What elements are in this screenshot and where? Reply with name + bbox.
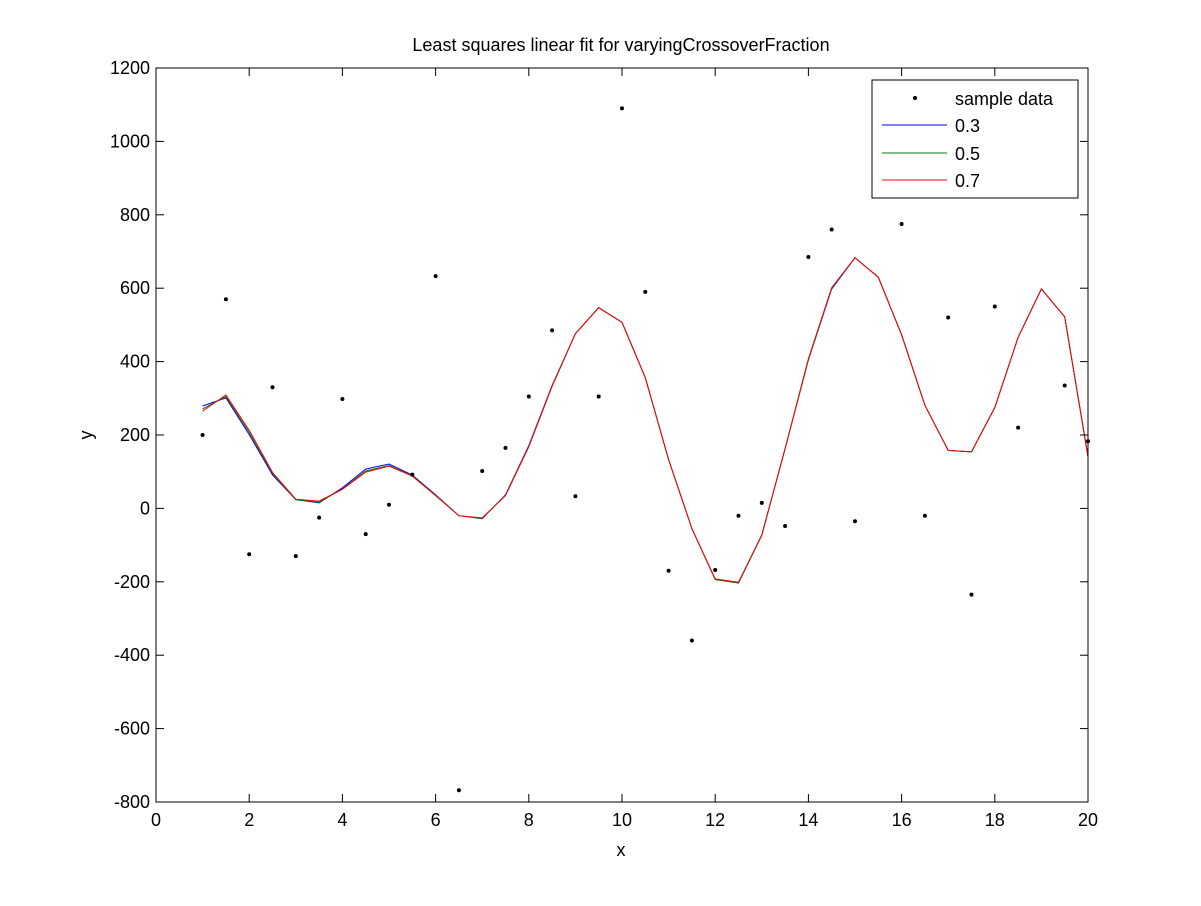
- sample-data-point: [736, 513, 741, 518]
- x-tick-label: 20: [1078, 810, 1098, 830]
- x-tick-label: 14: [798, 810, 818, 830]
- sample-data-point: [503, 445, 508, 450]
- sample-data-point: [1016, 425, 1021, 430]
- sample-data-point: [713, 568, 718, 573]
- y-tick-label: -800: [114, 792, 150, 812]
- y-tick-label: -400: [114, 645, 150, 665]
- x-tick-label: 0: [151, 810, 161, 830]
- sample-data-point: [573, 494, 578, 499]
- x-tick-label: 6: [431, 810, 441, 830]
- y-tick-label: 600: [120, 278, 150, 298]
- sample-data-point: [666, 568, 671, 573]
- legend-label-sample-data: sample data: [955, 89, 1054, 109]
- sample-data-point: [480, 468, 485, 473]
- sample-data-point: [992, 304, 997, 309]
- sample-data-point: [387, 502, 391, 507]
- legend: sample data 0.3 0.5 0.7: [871, 79, 1079, 199]
- y-axis-label: y: [76, 431, 96, 440]
- y-tick-label: 1200: [110, 58, 150, 78]
- y-tick-label: -200: [114, 572, 150, 592]
- y-tick-label: 800: [120, 205, 150, 225]
- y-tick-label: 0: [140, 498, 150, 518]
- sample-data-point: [317, 515, 322, 520]
- y-tick-label: 400: [120, 352, 150, 372]
- legend-label-series-2: 0.5: [955, 144, 980, 164]
- ticks-layer: 0 2 4 6 8 10 12 14 16 18 20 -800 -600 -400 -200 0 200 400…: [110, 58, 1098, 830]
- sample-data-point: [946, 315, 951, 320]
- sample-data-point: [806, 255, 811, 260]
- sample-data-point: [247, 552, 252, 557]
- sample-data-point: [200, 433, 205, 437]
- legend-box: [871, 79, 1079, 199]
- x-tick-label: 2: [244, 810, 254, 830]
- y-tick-label: -600: [114, 719, 150, 739]
- series-line-3: [202, 256, 1088, 583]
- sample-data-point: [969, 592, 974, 597]
- sample-data-point: [620, 106, 624, 111]
- y-tick-label: 200: [120, 425, 150, 445]
- x-tick-label: 18: [985, 810, 1005, 830]
- sample-data-point: [526, 394, 531, 399]
- sample-data-point: [223, 297, 228, 302]
- sample-data-point: [550, 328, 555, 333]
- sample-data-point: [340, 397, 345, 402]
- series-layer: [202, 256, 1088, 584]
- x-axis-label: x: [617, 840, 626, 860]
- sample-data-point: [922, 513, 927, 518]
- sample-data-point: [759, 500, 764, 505]
- x-tick-label: 10: [612, 810, 632, 830]
- x-tick-label: 12: [705, 810, 725, 830]
- sample-data-point: [899, 221, 904, 226]
- sample-data-point: [783, 524, 788, 529]
- chart-title: Least squares linear fit for varyingCros…: [412, 35, 829, 55]
- legend-marker-sample-data: [913, 96, 917, 100]
- sample-data-point: [456, 788, 461, 793]
- sample-data-point: [410, 472, 415, 477]
- y-tick-label: 1000: [110, 131, 150, 151]
- plot-area: [200, 106, 1090, 793]
- sample-data-point: [643, 289, 648, 294]
- sample-data-point: [363, 532, 368, 537]
- sample-data-point: [433, 274, 438, 279]
- x-tick-label: 16: [892, 810, 912, 830]
- sample-data-point: [293, 554, 298, 559]
- x-tick-label: 8: [524, 810, 534, 830]
- legend-label-series-3: 0.7: [955, 171, 980, 191]
- sample-data-point: [1062, 383, 1067, 388]
- sample-data-point: [270, 385, 275, 390]
- x-tick-label: 4: [337, 810, 347, 830]
- sample-data-point: [596, 394, 601, 399]
- sample-data-point: [829, 227, 834, 232]
- sample-data-point: [853, 519, 857, 524]
- legend-label-series-1: 0.3: [955, 116, 980, 136]
- sample-data-point: [689, 638, 694, 643]
- sample-points-layer: [200, 106, 1090, 793]
